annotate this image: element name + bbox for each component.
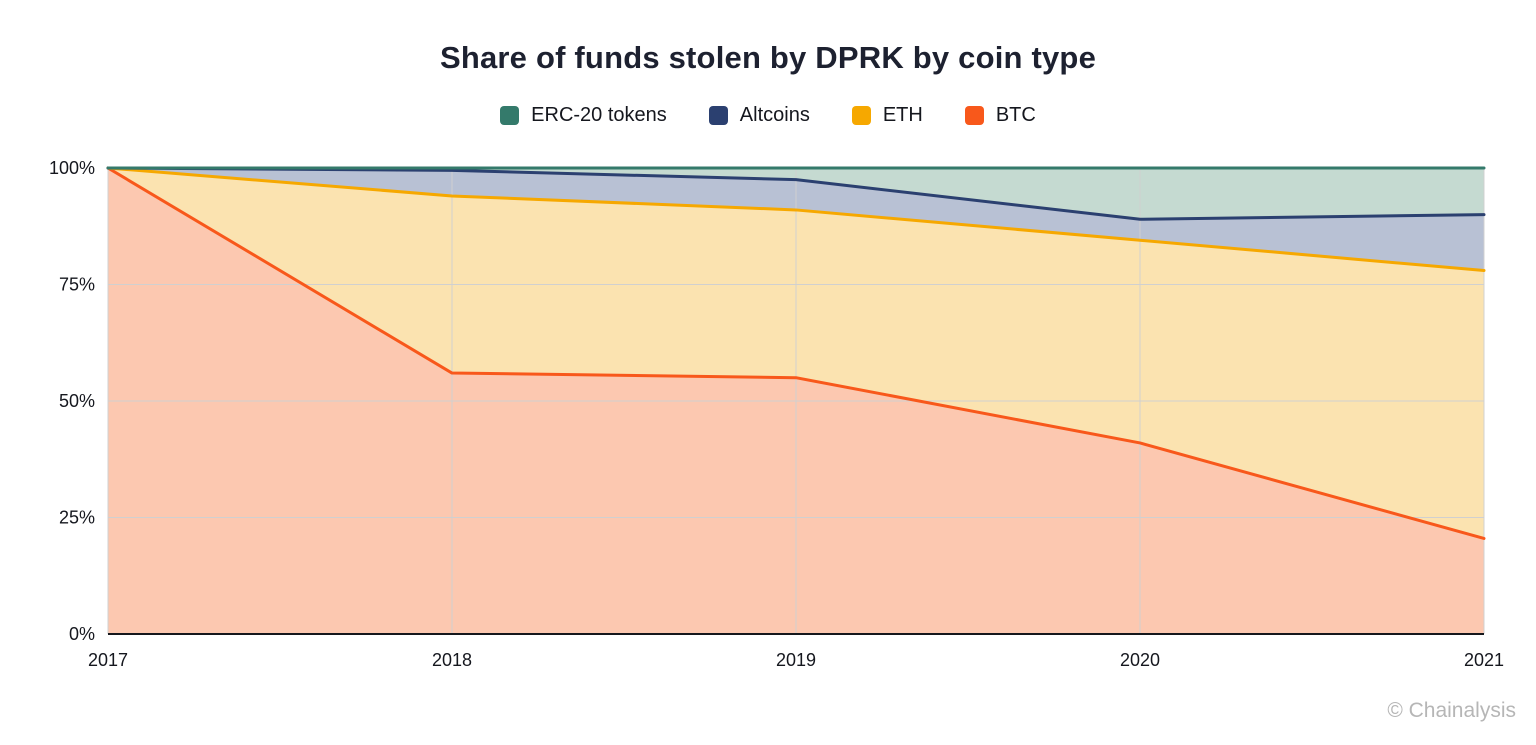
y-tick-label: 0% xyxy=(69,624,95,644)
line-btc xyxy=(106,166,1486,540)
y-tick-label: 100% xyxy=(49,158,95,178)
x-tick-label: 2021 xyxy=(1464,650,1504,670)
legend-label: BTC xyxy=(995,104,1036,126)
legend-swatch xyxy=(964,106,984,125)
x-tick-label: 2020 xyxy=(1120,650,1160,670)
y-tick-label: 25% xyxy=(59,508,95,528)
legend-swatch xyxy=(851,106,871,125)
y-tick-label: 75% xyxy=(59,275,95,295)
legend-item-eth: ETH xyxy=(851,104,923,127)
legend-label: ERC-20 tokens xyxy=(531,104,667,126)
legend-item-btc: BTC xyxy=(964,104,1036,127)
legend-label: Altcoins xyxy=(739,104,810,126)
line-eth xyxy=(106,166,1486,273)
legend-item-altcoins: Altcoins xyxy=(708,104,810,127)
legend-label: ETH xyxy=(882,104,923,126)
legend-swatch xyxy=(708,106,728,125)
x-tick-label: 2018 xyxy=(432,650,472,670)
chart-title: Share of funds stolen by DPRK by coin ty… xyxy=(439,40,1097,75)
chart-legend: ERC-20 tokens Altcoins ETH BTC xyxy=(0,104,1536,127)
line-altcoins xyxy=(106,166,1486,221)
y-tick-label: 50% xyxy=(59,391,95,411)
legend-item-erc-20-tokens: ERC-20 tokens xyxy=(500,104,667,127)
chainalysis-watermark: © Chainalysis xyxy=(1387,699,1516,722)
x-tick-label: 2019 xyxy=(776,650,816,670)
x-tick-label: 2017 xyxy=(88,650,128,670)
legend-swatch xyxy=(500,106,520,125)
